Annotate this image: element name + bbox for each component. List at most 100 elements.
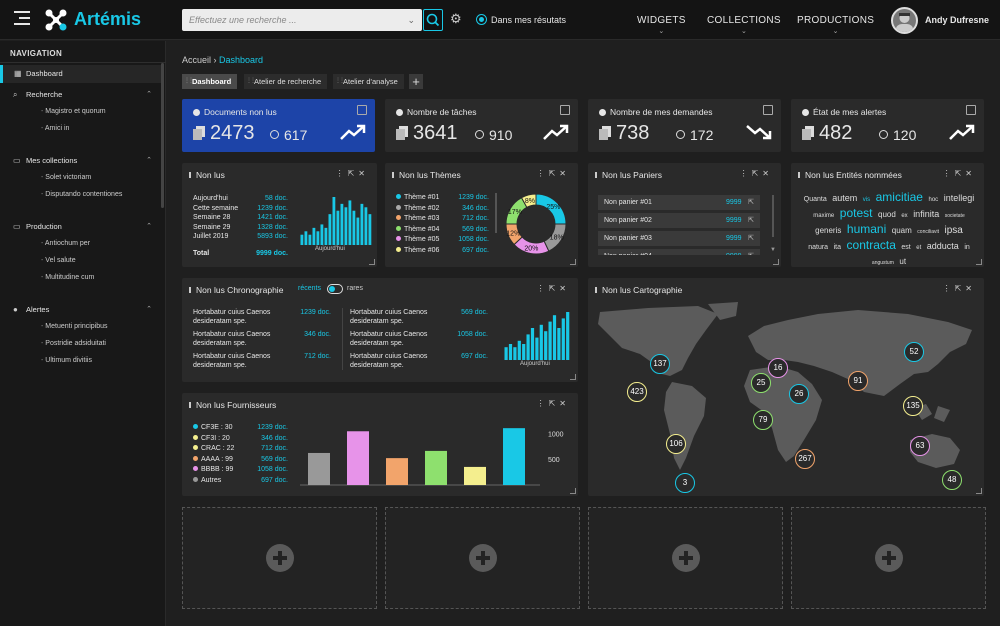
word-cloud-term[interactable]: conciliavit (917, 229, 939, 235)
word-cloud-term[interactable]: hoc (928, 197, 939, 203)
sidebar-subitem[interactable]: Multitudine cum (41, 274, 94, 281)
resize-handle[interactable] (976, 488, 982, 494)
word-cloud-term[interactable]: amicitiae (875, 190, 923, 204)
map-marker[interactable]: 106 (666, 434, 686, 454)
resize-handle[interactable] (773, 259, 779, 265)
list-item[interactable]: Hortabatur cuius Caenos desideratam spe.… (350, 352, 488, 370)
panel-tools[interactable]: ⋮⇱✕ (942, 169, 976, 178)
chevron-up-icon[interactable]: ⌃ (146, 157, 152, 164)
sidebar-subitem[interactable]: Magistro et quorum (41, 108, 105, 115)
word-cloud-term[interactable]: autem (832, 193, 858, 203)
list-item[interactable]: Thème #01 1239 doc. (396, 194, 489, 201)
list-item[interactable]: AAAA : 99 569 doc. (193, 455, 288, 463)
external-link-icon[interactable] (560, 105, 570, 115)
word-cloud-term[interactable]: natura (808, 244, 829, 251)
map-marker[interactable]: 52 (904, 342, 924, 362)
gear-icon[interactable]: ⚙ (450, 11, 462, 26)
search-button[interactable] (423, 9, 443, 31)
map-marker[interactable]: 25 (751, 373, 771, 393)
user-name[interactable]: Andy Dufresne (925, 15, 990, 25)
panel-tools[interactable]: ⋮⇱✕ (536, 169, 570, 178)
chevron-down-icon[interactable]: ⌄ (407, 15, 415, 25)
sidebar-item-dashboard[interactable]: ▦ Dashboard (0, 65, 164, 83)
word-cloud-term[interactable]: maxime (813, 213, 835, 219)
add-widget-icon[interactable] (265, 544, 294, 572)
chevron-down-icon[interactable]: ▼ (770, 247, 776, 253)
kpi-card[interactable]: Nombre de tâches 3641 910 (385, 99, 578, 152)
list-item[interactable]: Thème #05 1058 doc. (396, 236, 489, 243)
avatar[interactable] (891, 7, 918, 34)
breadcrumb-root[interactable]: Accueil (182, 55, 212, 65)
map-marker[interactable]: 3 (675, 473, 695, 493)
word-cloud-term[interactable]: ita (833, 244, 841, 251)
list-item[interactable]: Semaine 28 1421 doc. (193, 214, 288, 221)
add-tab-button[interactable]: + (409, 74, 423, 89)
map-marker[interactable]: 135 (903, 396, 923, 416)
kpi-card[interactable]: Nombre de mes demandes 738 172 (588, 99, 781, 152)
list-item[interactable]: Semaine 29 1328 doc. (193, 224, 288, 231)
results-radio[interactable] (476, 14, 487, 25)
map-marker[interactable]: 63 (910, 436, 930, 456)
scrollbar[interactable] (495, 193, 497, 233)
list-item[interactable]: Thème #04 569 doc. (396, 225, 489, 233)
resize-handle[interactable] (570, 259, 576, 265)
kpi-card[interactable]: État de mes alertes 482 120 (791, 99, 984, 152)
kpi-card[interactable]: Documents non lus 2473 617 (182, 99, 375, 152)
map-marker[interactable]: 137 (650, 354, 670, 374)
chevron-up-icon[interactable]: ⌃ (146, 91, 152, 98)
list-item[interactable]: BBBB : 99 1058 doc. (193, 466, 288, 473)
nav-collections[interactable]: COLLECTIONS ⌄ (707, 15, 781, 35)
scrollbar[interactable] (161, 63, 164, 208)
map-marker[interactable]: 79 (753, 410, 773, 430)
resize-handle[interactable] (369, 259, 375, 265)
word-cloud-term[interactable]: intellegi (943, 193, 975, 203)
list-item[interactable]: CF3I : 20 346 doc. (193, 434, 288, 442)
add-widget-icon[interactable] (468, 544, 497, 572)
add-widget-icon[interactable] (671, 544, 700, 572)
external-link-icon[interactable]: ⇱ (748, 249, 754, 255)
map-marker[interactable]: 267 (795, 449, 815, 469)
list-item[interactable]: Hortabatur cuius Caenos desideratam spe.… (193, 352, 331, 370)
word-cloud-term[interactable]: ipsa (944, 225, 963, 236)
list-item[interactable]: Aujourd'hui 58 doc. (193, 195, 288, 202)
external-link-icon[interactable]: ⇱ (748, 199, 754, 206)
word-cloud-term[interactable]: societate (944, 213, 965, 219)
word-cloud-term[interactable]: angustum (871, 260, 894, 266)
sidebar-item-0[interactable]: ⌕ Recherche ⌃ (0, 86, 164, 104)
list-item[interactable]: Thème #02 346 doc. (396, 204, 489, 212)
list-item[interactable]: Cette semaine 1239 doc. (193, 205, 288, 212)
sidebar-subitem[interactable]: Disputando contentiones (41, 191, 122, 198)
list-item[interactable]: Hortabatur cuius Caenos desideratam spe.… (350, 308, 488, 326)
sidebar-subitem[interactable]: Amici in (41, 125, 70, 132)
map-marker[interactable]: 423 (627, 382, 647, 402)
word-cloud-term[interactable]: infinita (913, 209, 940, 219)
word-cloud-term[interactable]: quod (878, 210, 896, 219)
map-marker[interactable]: 16 (768, 358, 788, 378)
chevron-up-icon[interactable]: ⌃ (146, 306, 152, 313)
map-marker[interactable]: 48 (942, 470, 962, 490)
add-widget-icon[interactable] (874, 544, 903, 572)
tab-dashboard[interactable]: Dashboard (182, 74, 238, 89)
search-input[interactable]: Effectuez une recherche ... ⌄ (182, 9, 422, 31)
sidebar-subitem[interactable]: Postridie adsiduitati (41, 340, 106, 347)
map-marker[interactable]: 91 (848, 371, 868, 391)
word-cloud-term[interactable]: potest (839, 206, 873, 220)
panel-tools[interactable]: ⋮⇱✕ (739, 169, 773, 178)
list-item[interactable]: Autres 697 doc. (193, 476, 288, 484)
tab-atelier-recherche[interactable]: Atelier de recherche (244, 74, 328, 89)
external-link-icon[interactable] (763, 105, 773, 115)
panel-tools[interactable]: ⋮⇱✕ (536, 399, 570, 408)
list-item[interactable]: Thème #03 712 doc. (396, 215, 489, 222)
tab-atelier-analyse[interactable]: Atelier d'analyse (333, 74, 404, 89)
word-cloud-term[interactable]: generis (815, 226, 842, 235)
resize-handle[interactable] (570, 488, 576, 494)
list-item[interactable]: CF3E : 30 1239 doc. (193, 424, 288, 431)
word-cloud-term[interactable]: vis (862, 197, 871, 203)
word-cloud-term[interactable]: ut (899, 257, 907, 266)
word-cloud-term[interactable]: humani (846, 222, 887, 236)
nav-productions[interactable]: PRODUCTIONS ⌄ (797, 15, 874, 35)
resize-handle[interactable] (570, 374, 576, 380)
sidebar-item-1[interactable]: ▭ Mes collections ⌃ (0, 152, 164, 170)
sidebar-subitem[interactable]: Vel salute (41, 257, 75, 264)
panel-tools[interactable]: ⋮⇱✕ (942, 284, 976, 293)
